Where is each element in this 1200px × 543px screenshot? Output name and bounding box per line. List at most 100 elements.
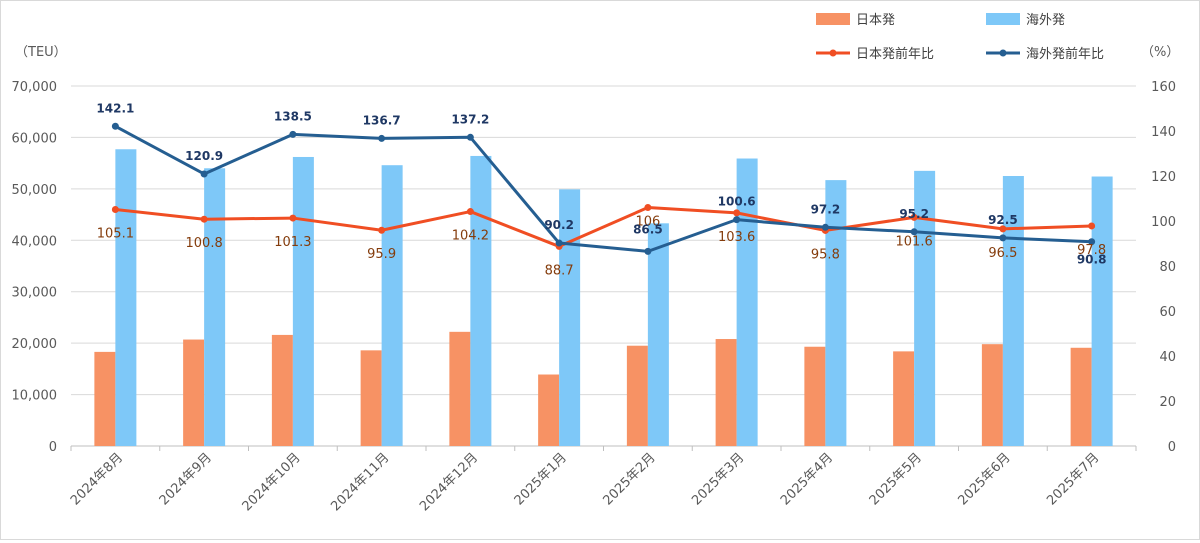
data-label-japan-yoy: 105.1 (97, 227, 134, 242)
point-japan-yoy (289, 214, 297, 222)
point-japan-yoy (1088, 222, 1096, 230)
data-label-japan-yoy: 106 (635, 215, 660, 230)
bar-japan (715, 339, 737, 446)
point-japan-yoy (200, 215, 208, 223)
point-overseas-yoy (378, 134, 386, 142)
point-japan-yoy (466, 208, 474, 216)
y-right-tick-label: 0 (1168, 440, 1176, 455)
legend-label: 日本発 (856, 13, 895, 28)
point-japan-yoy (999, 225, 1007, 233)
y-left-tick-label: 30,000 (12, 286, 58, 301)
legend-swatch (986, 13, 1020, 25)
x-tick-label: 2024年8月 (68, 450, 126, 508)
bar-japan (626, 345, 648, 446)
bar-japan (94, 351, 116, 446)
bar-overseas (647, 223, 669, 446)
data-label-japan-yoy: 101.6 (896, 234, 933, 249)
bar-japan (360, 350, 382, 446)
legend-item: 海外発 (986, 13, 1065, 28)
bar-overseas (914, 170, 936, 446)
legend-label: 海外発前年比 (1026, 46, 1104, 62)
point-japan-yoy (644, 204, 652, 211)
bar-japan (449, 331, 471, 446)
x-tick-label: 2025年7月 (1044, 450, 1102, 508)
y-right-tick-label: 80 (1159, 260, 1176, 275)
y-left-tick-label: 60,000 (12, 131, 58, 146)
point-overseas-yoy (555, 239, 563, 247)
legend-item: 海外発前年比 (986, 46, 1104, 62)
bar-japan (1070, 347, 1092, 446)
data-label-overseas-yoy: 90.2 (544, 218, 574, 232)
bar-japan (804, 346, 826, 446)
data-label-overseas-yoy: 100.6 (718, 195, 756, 209)
x-tick-label: 2025年5月 (867, 450, 925, 508)
x-tick-label: 2025年2月 (600, 450, 658, 508)
x-tick-label: 2024年11月 (328, 450, 392, 514)
x-tick-label: 2025年4月 (778, 450, 836, 508)
bar-japan (271, 334, 293, 446)
legend-swatch-marker (999, 49, 1007, 57)
bar-overseas (115, 149, 137, 446)
bar-overseas (381, 165, 403, 446)
data-label-overseas-yoy: 92.5 (988, 213, 1018, 227)
y-left-tick-label: 0 (49, 440, 57, 455)
legend-label: 海外発 (1026, 13, 1065, 28)
data-label-overseas-yoy: 90.8 (1077, 253, 1107, 267)
x-tick-label: 2024年10月 (240, 450, 304, 514)
point-overseas-yoy (1088, 238, 1096, 246)
gridlines (71, 85, 1136, 447)
bar-japan (538, 374, 560, 446)
y-left-unit: （TEU） (15, 45, 67, 60)
x-tick-label: 2025年3月 (689, 450, 747, 508)
y-right-tick-label: 60 (1159, 305, 1176, 320)
data-label-overseas-yoy: 136.7 (363, 113, 401, 127)
y-left-tick-label: 40,000 (12, 234, 58, 249)
bar-overseas (292, 156, 314, 446)
bar-overseas (204, 168, 226, 447)
data-label-overseas-yoy: 120.9 (185, 149, 223, 163)
legend-item: 日本発 (816, 13, 895, 28)
bar-overseas (1091, 176, 1113, 446)
y-right-unit: （%） (1141, 45, 1179, 60)
legend-item: 日本発前年比 (816, 46, 934, 62)
point-overseas-yoy (466, 133, 474, 141)
legend-swatch (816, 13, 850, 25)
bar-japan (981, 344, 1003, 446)
y-right-tick-label: 120 (1151, 170, 1176, 185)
point-japan-yoy (378, 226, 386, 234)
y-right-tick-label: 40 (1159, 350, 1176, 365)
y-right-tick-label: 20 (1159, 395, 1176, 410)
point-japan-yoy (111, 206, 119, 214)
data-label-japan-yoy: 100.8 (186, 236, 223, 251)
y-left-tick-label: 70,000 (12, 80, 58, 95)
data-labels-group: 105.1 100.8 101.3 95.9 104.2 88.7 106 103.6 95.8… (96, 101, 1106, 278)
x-tick-label: 2025年6月 (955, 450, 1013, 508)
point-overseas-yoy (999, 234, 1007, 242)
bar-series-group (94, 149, 1113, 447)
data-label-overseas-yoy: 137.2 (451, 112, 489, 126)
line-japan-yoy (115, 206, 1092, 248)
y-left-tick-label: 10,000 (12, 389, 58, 404)
x-tick-label: 2024年12月 (417, 450, 481, 514)
point-overseas-yoy (289, 130, 297, 138)
bar-overseas (825, 180, 847, 446)
data-label-japan-yoy: 97.8 (1077, 243, 1106, 258)
bar-japan (893, 351, 915, 446)
point-japan-yoy (910, 213, 918, 221)
legend-swatch-marker (829, 49, 837, 57)
y-left-tick-label: 50,000 (12, 183, 58, 198)
data-label-japan-yoy: 95.9 (367, 247, 396, 262)
data-label-japan-yoy: 95.8 (811, 247, 840, 262)
data-label-overseas-yoy: 138.5 (274, 109, 312, 123)
data-label-japan-yoy: 104.2 (452, 229, 489, 244)
y-right-tick-label: 140 (1151, 125, 1176, 140)
point-overseas-yoy (733, 216, 741, 224)
line-overseas-yoy (114, 124, 1092, 253)
data-label-japan-yoy: 96.5 (988, 246, 1017, 261)
legend-label: 日本発前年比 (856, 46, 934, 62)
point-overseas-yoy (910, 228, 918, 236)
data-label-japan-yoy: 101.3 (274, 235, 311, 250)
